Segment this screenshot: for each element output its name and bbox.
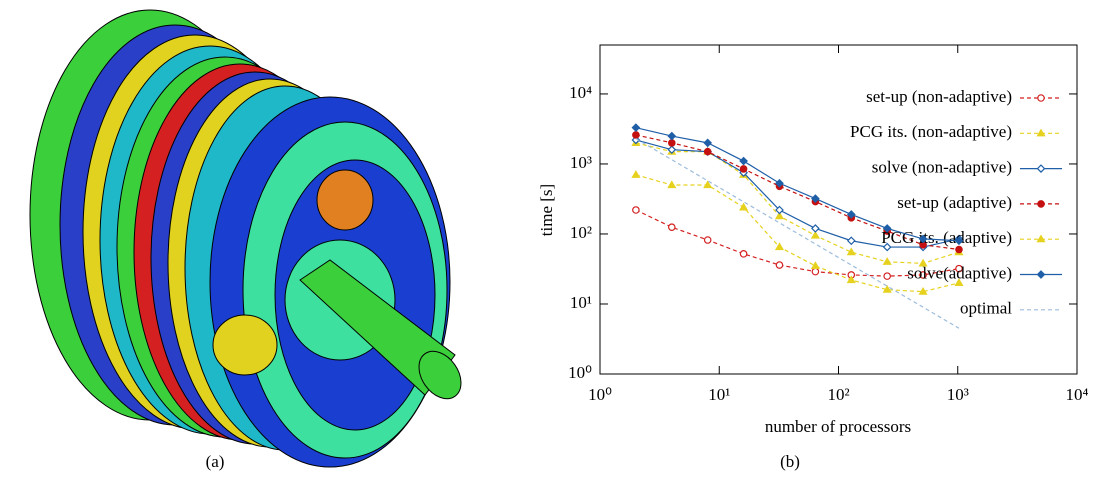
point bbox=[667, 139, 676, 147]
legend-label: PCG its. (non-adaptive) bbox=[850, 122, 1012, 141]
point bbox=[882, 285, 892, 293]
legend-marker bbox=[1036, 164, 1046, 173]
series-line bbox=[635, 134, 960, 251]
point bbox=[846, 247, 856, 256]
point bbox=[703, 147, 712, 156]
series-line bbox=[635, 127, 960, 242]
x-tick-label: 10⁰ bbox=[588, 385, 612, 404]
point bbox=[918, 286, 928, 295]
point bbox=[632, 206, 640, 214]
point bbox=[739, 250, 748, 258]
series-line bbox=[635, 209, 960, 277]
point bbox=[954, 236, 964, 246]
point bbox=[882, 242, 892, 252]
legend-marker bbox=[1036, 270, 1046, 279]
series-line bbox=[635, 174, 960, 293]
point bbox=[810, 230, 820, 239]
point bbox=[631, 123, 641, 132]
y-tick-label: 10² bbox=[570, 223, 592, 242]
point bbox=[882, 257, 892, 265]
mesh-illustration bbox=[29, 9, 462, 468]
legend-marker bbox=[1036, 234, 1046, 243]
point bbox=[739, 156, 748, 166]
point bbox=[775, 205, 784, 215]
point bbox=[846, 275, 856, 284]
point bbox=[703, 180, 713, 189]
panel-label: (a) bbox=[206, 452, 225, 471]
legend-marker bbox=[1036, 128, 1046, 137]
point bbox=[667, 145, 677, 155]
point bbox=[846, 236, 856, 246]
point bbox=[810, 261, 820, 269]
legend-label: set-up (adaptive) bbox=[897, 193, 1012, 212]
y-tick-label: 10¹ bbox=[570, 293, 592, 312]
point bbox=[882, 224, 892, 233]
point bbox=[667, 180, 677, 189]
point bbox=[774, 211, 785, 220]
point bbox=[667, 131, 677, 141]
y-axis-label: time [s] bbox=[537, 184, 556, 236]
point bbox=[846, 210, 856, 219]
legend-label: optimal bbox=[960, 299, 1012, 318]
x-tick-label: 10² bbox=[827, 385, 849, 404]
series-line bbox=[635, 142, 960, 264]
x-tick-label: 10³ bbox=[947, 385, 969, 404]
legend-label: set-up (non-adaptive) bbox=[866, 87, 1012, 106]
point bbox=[955, 264, 963, 273]
x-axis-label: number of processors bbox=[765, 417, 911, 436]
point bbox=[739, 165, 748, 173]
point bbox=[774, 242, 785, 251]
x-tick-label: 10⁴ bbox=[1066, 385, 1089, 404]
y-tick-label: 10⁰ bbox=[568, 363, 592, 382]
point bbox=[739, 202, 749, 211]
point bbox=[811, 194, 820, 203]
point bbox=[703, 138, 713, 148]
point bbox=[955, 245, 963, 254]
point bbox=[775, 178, 784, 188]
point bbox=[811, 224, 820, 233]
legend-label: solve(adaptive) bbox=[907, 263, 1012, 282]
point bbox=[667, 223, 676, 231]
point bbox=[883, 272, 891, 280]
y-tick-label: 10⁴ bbox=[569, 83, 592, 102]
point bbox=[775, 261, 784, 269]
point bbox=[632, 131, 640, 139]
legend-label: PCG its. (adaptive) bbox=[881, 228, 1012, 247]
point bbox=[811, 267, 820, 276]
point bbox=[918, 258, 928, 267]
x-tick-label: 10¹ bbox=[708, 385, 730, 404]
legend-label: solve (non-adaptive) bbox=[872, 158, 1012, 177]
panel-label: (b) bbox=[780, 452, 800, 471]
legend-marker bbox=[1037, 94, 1045, 102]
legend-marker bbox=[1037, 200, 1045, 208]
point bbox=[631, 170, 641, 178]
point bbox=[954, 278, 964, 287]
point bbox=[918, 234, 928, 244]
point bbox=[703, 236, 712, 244]
series-line bbox=[635, 139, 960, 248]
y-tick-label: 10³ bbox=[570, 153, 592, 172]
point bbox=[919, 271, 927, 279]
